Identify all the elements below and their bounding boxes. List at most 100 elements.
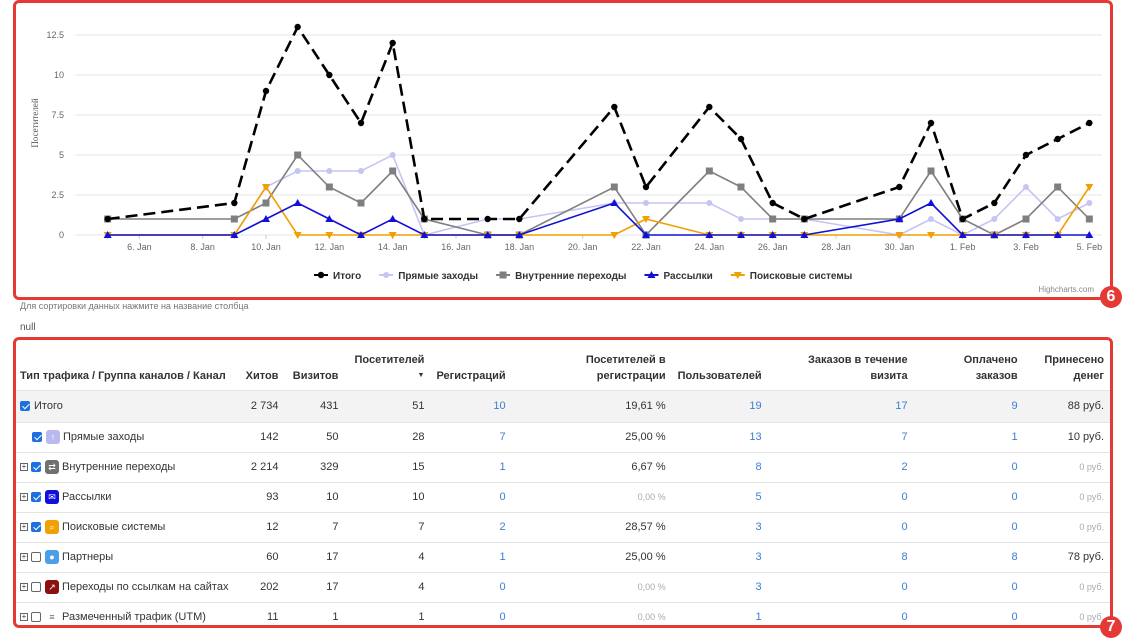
cell-registrations[interactable]: 10 <box>430 389 512 422</box>
cell-users-link[interactable]: 5 <box>755 491 762 503</box>
cell-paid-link[interactable]: 1 <box>1011 431 1018 443</box>
expand-icon[interactable]: + <box>20 552 28 561</box>
cell-registrations-link[interactable]: 1 <box>499 551 506 563</box>
cell-orders-link[interactable]: 0 <box>901 521 908 533</box>
legend-item-label[interactable]: Итого <box>333 271 361 282</box>
cell-users-link[interactable]: 1 <box>755 611 762 624</box>
expand-icon[interactable]: + <box>20 612 28 622</box>
cell-registrations-link[interactable]: 2 <box>499 521 506 533</box>
cell-orders[interactable]: 8 <box>767 541 914 572</box>
cell-registrations-link[interactable]: 0 <box>499 611 506 624</box>
cell-paid[interactable]: 0 <box>913 571 1024 602</box>
cell-orders-link[interactable]: 0 <box>901 491 908 503</box>
cell-orders-link[interactable]: 17 <box>895 400 908 412</box>
expand-icon[interactable]: + <box>20 492 28 501</box>
cell-registrations-link[interactable]: 7 <box>499 431 506 443</box>
legend-item-label[interactable]: Внутренние переходы <box>515 271 626 282</box>
expand-icon[interactable]: + <box>20 582 28 591</box>
expand-icon[interactable]: + <box>20 462 28 471</box>
cell-registrations[interactable]: 0 <box>430 601 512 625</box>
cell-paid[interactable]: 8 <box>913 541 1024 572</box>
cell-paid-link[interactable]: 0 <box>1011 611 1018 624</box>
col-header-users[interactable]: Пользователей <box>677 369 762 382</box>
col-header-conversion[interactable]: Посетителей в регистрации <box>585 353 666 382</box>
legend-item-label[interactable]: Поисковые системы <box>750 271 853 282</box>
col-header-visits[interactable]: Визитов <box>292 369 339 382</box>
col-header-registrations[interactable]: Регистраций <box>436 369 506 382</box>
cell-registrations[interactable]: 7 <box>430 421 512 452</box>
row-checkbox[interactable] <box>31 522 41 532</box>
cell-paid[interactable]: 0 <box>913 481 1024 512</box>
cell-registrations[interactable]: 0 <box>430 481 512 512</box>
col-header-visitors[interactable]: Посетителей ▼ <box>344 340 430 390</box>
cell-paid-link[interactable]: 0 <box>1011 581 1018 593</box>
traffic-table: Тип трафика / Группа каналов / Канал Хит… <box>16 340 1110 625</box>
row-checkbox[interactable] <box>31 462 41 472</box>
cell-users[interactable]: 3 <box>671 511 768 542</box>
cell-orders[interactable]: 0 <box>767 601 914 625</box>
cell-orders[interactable]: 0 <box>767 571 914 602</box>
row-checkbox[interactable] <box>31 492 41 502</box>
cell-orders-link[interactable]: 0 <box>901 611 908 624</box>
cell-users[interactable]: 19 <box>671 389 768 422</box>
cell-registrations-link[interactable]: 1 <box>499 461 506 473</box>
cell-orders-link[interactable]: 8 <box>901 551 908 563</box>
cell-users-link[interactable]: 3 <box>755 521 762 533</box>
cell-registrations[interactable]: 1 <box>430 541 512 572</box>
cell-users-link[interactable]: 3 <box>755 551 762 563</box>
cell-users-link[interactable]: 13 <box>749 431 762 443</box>
cell-users[interactable]: 3 <box>671 571 768 602</box>
col-header-orders[interactable]: Заказов в течение визита <box>808 353 908 382</box>
cell-orders-link[interactable]: 0 <box>901 581 908 593</box>
row-checkbox[interactable] <box>32 432 42 442</box>
col-header-hits[interactable]: Хитов <box>245 369 279 382</box>
cell-users[interactable]: 13 <box>671 421 768 452</box>
cell-users[interactable]: 8 <box>671 451 768 482</box>
cell-orders[interactable]: 17 <box>767 389 914 422</box>
cell-paid[interactable]: 1 <box>913 421 1024 452</box>
highcharts-credits[interactable]: Highcharts.com <box>1038 285 1094 294</box>
cell-orders-link[interactable]: 7 <box>901 431 908 443</box>
cell-paid-link[interactable]: 9 <box>1011 400 1018 412</box>
data-point-series-3 <box>800 231 809 238</box>
cell-paid[interactable]: 0 <box>913 451 1024 482</box>
col-header-money[interactable]: Принесено денег <box>1044 353 1104 382</box>
row-checkbox[interactable] <box>20 401 30 412</box>
cell-money: 88 руб. <box>1023 389 1110 422</box>
cell-registrations-link[interactable]: 0 <box>499 581 506 593</box>
legend-item-label[interactable]: Прямые заходы <box>398 271 478 282</box>
cell-registrations-link[interactable]: 10 <box>493 400 506 412</box>
row-checkbox[interactable] <box>31 612 41 623</box>
cell-registrations[interactable]: 2 <box>430 511 512 542</box>
cell-registrations[interactable]: 0 <box>430 571 512 602</box>
data-point-series-0 <box>389 39 396 47</box>
cell-users-link[interactable]: 8 <box>755 461 762 473</box>
cell-registrations[interactable]: 1 <box>430 451 512 482</box>
cell-paid-link[interactable]: 0 <box>1011 461 1018 473</box>
cell-orders[interactable]: 0 <box>767 511 914 542</box>
cell-paid[interactable]: 0 <box>913 601 1024 625</box>
cell-registrations-link[interactable]: 0 <box>499 491 506 503</box>
cell-paid[interactable]: 0 <box>913 511 1024 542</box>
cell-users-link[interactable]: 3 <box>755 581 762 593</box>
cell-paid-link[interactable]: 8 <box>1011 551 1018 563</box>
row-checkbox[interactable] <box>31 582 41 592</box>
cell-users[interactable]: 5 <box>671 481 768 512</box>
expand-icon[interactable]: + <box>20 522 28 531</box>
cell-orders[interactable]: 0 <box>767 481 914 512</box>
cell-users[interactable]: 1 <box>671 601 768 625</box>
data-point-series-2 <box>610 183 618 191</box>
cell-users[interactable]: 3 <box>671 541 768 572</box>
col-header-traffic-type[interactable]: Тип трафика / Группа каналов / Канал <box>20 369 226 382</box>
cell-users-link[interactable]: 19 <box>749 400 762 412</box>
cell-paid-link[interactable]: 0 <box>1011 491 1018 503</box>
cell-paid-link[interactable]: 0 <box>1011 521 1018 533</box>
money-value: 0 руб. <box>1079 462 1104 472</box>
cell-orders[interactable]: 2 <box>767 451 914 482</box>
row-checkbox[interactable] <box>31 552 41 562</box>
cell-orders[interactable]: 7 <box>767 421 914 452</box>
col-header-paid[interactable]: Оплачено заказов <box>963 353 1018 382</box>
legend-item-label[interactable]: Рассылки <box>663 271 712 282</box>
cell-orders-link[interactable]: 2 <box>901 461 908 473</box>
cell-paid[interactable]: 9 <box>913 389 1024 422</box>
